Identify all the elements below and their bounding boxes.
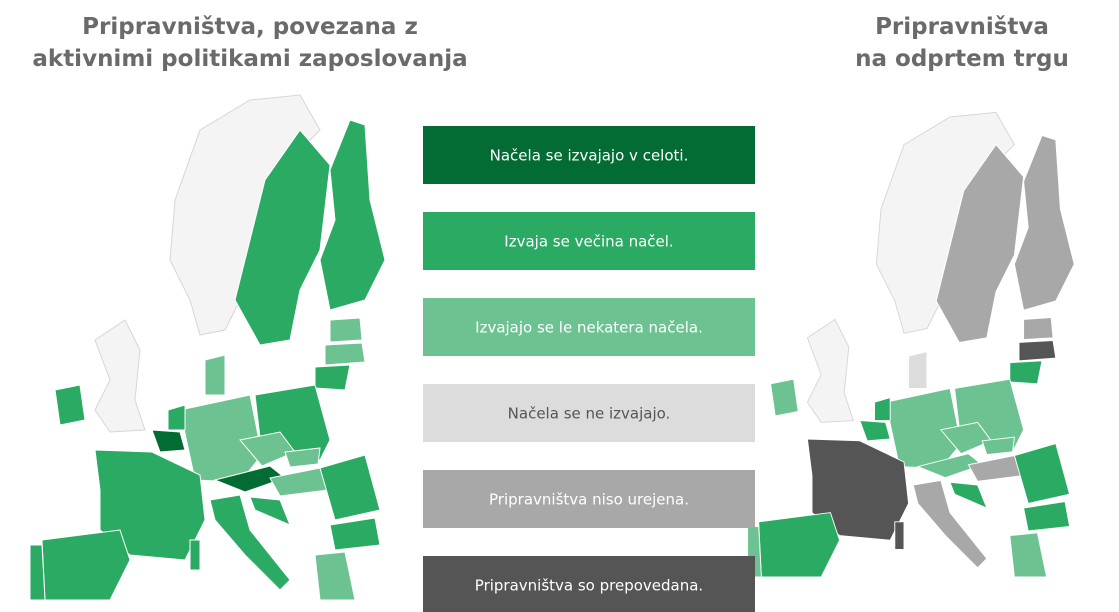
- country: [1009, 360, 1043, 385]
- legend-box: [423, 556, 755, 612]
- legend-label: Pripravništva niso urejena.: [489, 491, 689, 509]
- country: [806, 318, 855, 423]
- country: [981, 436, 1015, 456]
- country: [329, 317, 363, 343]
- legend: Načela se izvajajo v celoti. Izvaja se ve…: [423, 126, 755, 612]
- country: [1009, 532, 1048, 578]
- legend-box: [423, 212, 755, 270]
- country: [94, 319, 146, 433]
- country: [204, 354, 226, 396]
- country: [189, 539, 201, 571]
- country: [1023, 317, 1054, 341]
- country: [29, 544, 46, 601]
- country: [209, 494, 291, 591]
- country: [329, 517, 381, 551]
- legend-label: Izvaja se večina načel.: [504, 233, 673, 251]
- country: [770, 378, 799, 417]
- legend-box: [423, 384, 755, 442]
- country: [94, 449, 206, 561]
- country: [859, 420, 891, 442]
- left-title-line: Pripravništva, povezana z: [82, 14, 418, 40]
- right-title-line: na odprtem trgu: [855, 46, 1069, 72]
- country: [314, 364, 351, 391]
- legend-box: [423, 298, 755, 356]
- country: [269, 467, 329, 497]
- country: [314, 551, 356, 601]
- country: [179, 394, 263, 483]
- country: [874, 396, 891, 422]
- right-title-line: Pripravništva: [875, 14, 1049, 40]
- legend-label: Pripravništva so prepovedana.: [475, 577, 703, 595]
- legend-box: [423, 470, 755, 528]
- country: [234, 129, 331, 346]
- country: [324, 342, 366, 366]
- country: [949, 481, 988, 509]
- country: [912, 479, 988, 569]
- country: [967, 455, 1023, 482]
- country: [935, 143, 1025, 343]
- country: [1013, 134, 1075, 311]
- country: [167, 404, 186, 431]
- country: [249, 496, 291, 526]
- country: [151, 429, 186, 453]
- country: [894, 521, 905, 550]
- country: [885, 387, 962, 469]
- country: [284, 447, 321, 468]
- legend-box: [423, 126, 755, 184]
- right-map: [747, 111, 1075, 578]
- country: [1018, 340, 1057, 362]
- country: [806, 438, 910, 541]
- legend-label: Izvajajo se le nekatera načela.: [475, 319, 703, 337]
- country: [41, 529, 131, 601]
- left-title-line: aktivnimi politikami zaposlovanja: [32, 46, 467, 72]
- country: [1023, 501, 1071, 532]
- left-map: [29, 94, 386, 601]
- country: [319, 454, 381, 521]
- country: [758, 512, 841, 578]
- country: [908, 351, 928, 389]
- legend-label: Načela se izvajajo v celoti.: [490, 147, 689, 165]
- country: [319, 119, 386, 311]
- country: [1013, 443, 1071, 504]
- country: [54, 384, 86, 426]
- legend-label: Načela se ne izvajajo.: [508, 405, 671, 423]
